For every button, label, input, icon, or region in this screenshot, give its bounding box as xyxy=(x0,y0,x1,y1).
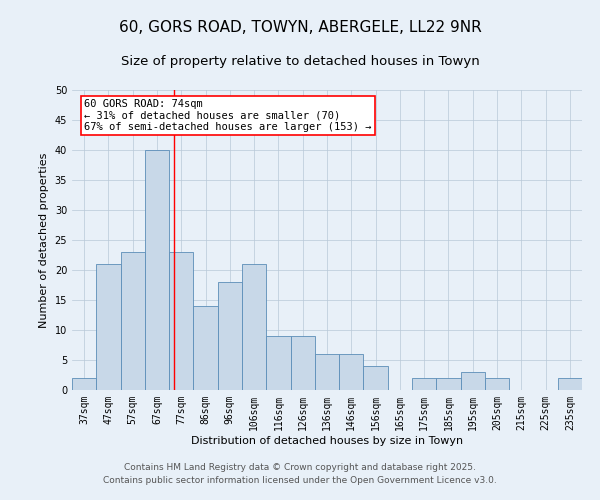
Bar xyxy=(266,336,290,390)
Bar xyxy=(412,378,436,390)
Bar xyxy=(461,372,485,390)
Bar xyxy=(169,252,193,390)
Text: 60 GORS ROAD: 74sqm
← 31% of detached houses are smaller (70)
67% of semi-detach: 60 GORS ROAD: 74sqm ← 31% of detached ho… xyxy=(84,99,371,132)
Bar xyxy=(121,252,145,390)
Bar xyxy=(193,306,218,390)
Bar xyxy=(315,354,339,390)
X-axis label: Distribution of detached houses by size in Towyn: Distribution of detached houses by size … xyxy=(191,436,463,446)
Bar xyxy=(339,354,364,390)
Text: Size of property relative to detached houses in Towyn: Size of property relative to detached ho… xyxy=(121,55,479,68)
Bar xyxy=(436,378,461,390)
Bar xyxy=(145,150,169,390)
Text: Contains HM Land Registry data © Crown copyright and database right 2025.
Contai: Contains HM Land Registry data © Crown c… xyxy=(103,464,497,485)
Bar xyxy=(364,366,388,390)
Bar xyxy=(242,264,266,390)
Bar xyxy=(485,378,509,390)
Text: 60, GORS ROAD, TOWYN, ABERGELE, LL22 9NR: 60, GORS ROAD, TOWYN, ABERGELE, LL22 9NR xyxy=(119,20,481,35)
Bar xyxy=(290,336,315,390)
Y-axis label: Number of detached properties: Number of detached properties xyxy=(39,152,49,328)
Bar xyxy=(558,378,582,390)
Bar xyxy=(72,378,96,390)
Bar xyxy=(218,282,242,390)
Bar xyxy=(96,264,121,390)
